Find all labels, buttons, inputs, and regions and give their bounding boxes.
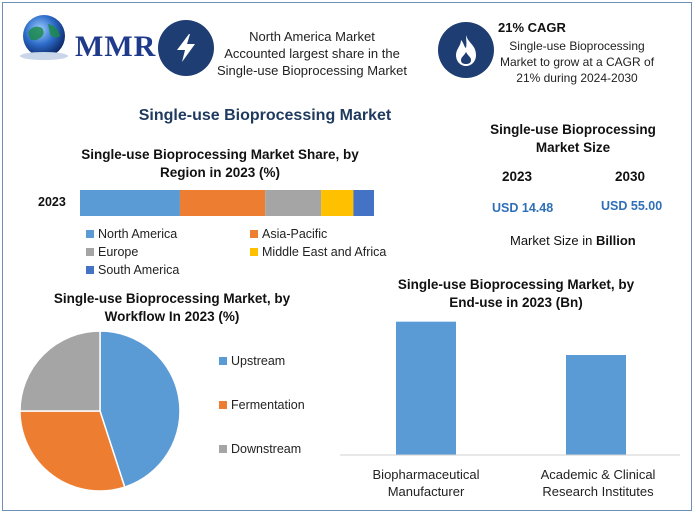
enduse-category-label-1: Academic & Clinical Research Institutes [540, 467, 656, 499]
legend-swatch [86, 248, 94, 256]
region-bar-segment-1 [179, 190, 266, 216]
region-legend-item-1: Asia-Pacific [250, 227, 327, 241]
pie-slice-0 [99, 330, 181, 489]
region-stacked-bar [80, 190, 374, 216]
pie-slice-1 [19, 410, 126, 492]
header-box2-text: Single-use Bioprocessing Market to grow … [499, 39, 655, 85]
region-year-label: 2023 [38, 195, 66, 209]
main-title: Single-use Bioprocessing Market [138, 107, 392, 124]
region-legend-item-0: North America [86, 227, 177, 241]
legend-label: Europe [98, 245, 139, 259]
workflow-chart-title: Single-use Bioprocessing Market, by Work… [53, 291, 291, 324]
enduse-bar-chart [340, 321, 680, 456]
legend-label: Upstream [231, 354, 286, 368]
legend-label: Asia-Pacific [262, 227, 328, 241]
region-legend-item-2: Europe [86, 245, 138, 259]
workflow-legend-item-1: Fermentation [219, 398, 305, 412]
lightning-icon [158, 20, 214, 76]
workflow-legend-item-2: Downstream [219, 442, 301, 456]
legend-swatch [86, 230, 94, 238]
globe-logo-icon [20, 15, 68, 60]
legend-swatch [86, 266, 94, 274]
legend-swatch [250, 248, 258, 256]
logo-text: MMR [75, 30, 157, 63]
legend-label: Downstream [231, 442, 302, 456]
size-year-2023: 2023 [502, 169, 533, 184]
enduse-bar-1 [566, 355, 626, 455]
workflow-pie-chart [19, 330, 181, 492]
market-size-unit: Market Size in Billion [510, 233, 636, 248]
enduse-bar-0 [396, 321, 456, 455]
legend-swatch [219, 445, 227, 453]
legend-swatch [250, 230, 258, 238]
region-legend-item-3: Middle East and Africa [250, 245, 386, 259]
region-bar-segment-4 [353, 190, 374, 216]
size-year-2030: 2030 [615, 169, 646, 184]
legend-swatch [219, 357, 227, 365]
cagr-title: 21% CAGR [498, 20, 566, 35]
market-size-title: Single-use Bioprocessing Market Size [490, 122, 656, 155]
region-legend-item-4: South America [86, 263, 179, 277]
pie-slice-2 [19, 330, 101, 412]
flame-icon [438, 22, 494, 78]
enduse-category-label-0: Biopharmaceutical Manufacturer [372, 467, 480, 499]
legend-label: North America [98, 227, 178, 241]
workflow-legend-item-0: Upstream [219, 354, 285, 368]
header-box1-text: North America Market Accounted largest s… [216, 29, 408, 78]
legend-swatch [219, 401, 227, 409]
enduse-chart-title: Single-use Bioprocessing Market, by End-… [397, 277, 635, 310]
region-bar-segment-0 [80, 190, 180, 216]
size-value-2030: USD 55.00 [601, 199, 663, 213]
region-bar-segment-3 [321, 190, 354, 216]
legend-label: Fermentation [231, 398, 305, 412]
region-chart-title: Single-use Bioprocessing Market Share, b… [81, 147, 359, 180]
legend-label: South America [98, 263, 180, 277]
size-value-2023: USD 14.48 [492, 201, 554, 215]
legend-label: Middle East and Africa [262, 245, 387, 259]
region-bar-segment-2 [265, 190, 322, 216]
